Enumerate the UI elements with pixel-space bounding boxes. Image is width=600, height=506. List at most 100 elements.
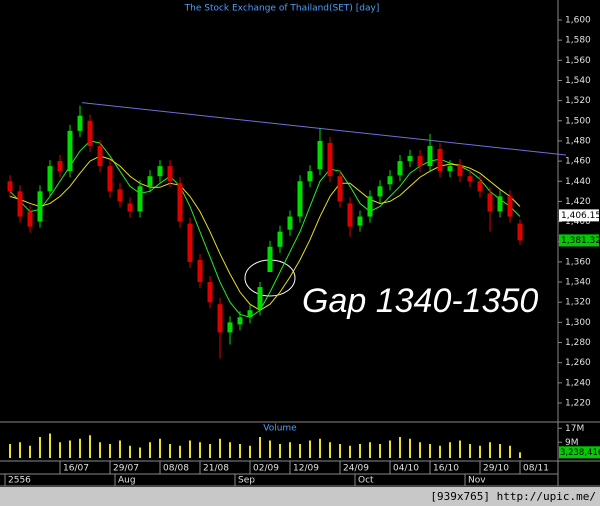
y-tick-label: 1,320 — [565, 298, 591, 308]
candle-body — [127, 203, 133, 212]
candle-body — [397, 161, 403, 176]
moving-average-line — [9, 140, 521, 318]
y-tick-label: 1,400 — [565, 217, 591, 227]
footer-bar — [0, 487, 600, 506]
candle-body — [227, 322, 233, 333]
volume-tick-label: 17M — [565, 424, 584, 434]
candle-body — [417, 156, 423, 167]
price-marker — [559, 234, 599, 247]
candle-body — [357, 216, 363, 226]
volume-bar — [379, 444, 381, 458]
volume-bar — [149, 442, 151, 458]
candle-body — [237, 317, 243, 325]
candle-body — [277, 231, 283, 247]
volume-bar — [439, 445, 441, 458]
candle-body — [137, 186, 143, 212]
x-tick-label: 29/10 — [483, 464, 509, 474]
y-tick-label: 1,280 — [565, 338, 591, 348]
y-tick-label: 1,540 — [565, 76, 591, 86]
candle-body — [517, 223, 523, 241]
candle-body — [257, 287, 263, 310]
volume-bar — [479, 445, 481, 458]
volume-title: Volume — [263, 424, 297, 434]
volume-bar — [89, 435, 91, 458]
candle-body — [367, 196, 373, 217]
volume-bar — [359, 444, 361, 458]
candle-body — [67, 130, 73, 172]
volume-bar — [209, 444, 211, 458]
volume-bar — [179, 445, 181, 458]
volume-bar — [449, 442, 451, 458]
volume-bar — [59, 442, 61, 458]
chart-title: The Stock Exchange of Thailand(SET) [day… — [184, 4, 380, 14]
candle-body — [17, 191, 23, 217]
candle-body — [97, 145, 103, 167]
y-tick-label: 1,560 — [565, 56, 591, 66]
price-marker-label: 1,381.32 — [561, 236, 600, 246]
candle-body — [317, 140, 323, 170]
x-tick-label: 02/09 — [253, 464, 279, 474]
footer: [939x765] http://upic.me/ — [430, 490, 596, 503]
y-tick-label: 1,340 — [565, 278, 591, 288]
y-tick-label: 1,360 — [565, 257, 591, 267]
volume-bar — [289, 442, 291, 458]
volume-bar — [519, 452, 521, 458]
candle-body — [157, 166, 163, 177]
candle-body — [167, 166, 173, 182]
volume-bar — [369, 442, 371, 458]
volume-bar — [39, 437, 41, 458]
candle-body — [377, 186, 383, 197]
candle-body — [177, 183, 183, 222]
volume-bar — [299, 444, 301, 458]
candle-body — [27, 211, 33, 227]
x-tick-label: 16/07 — [63, 464, 89, 474]
candle-body — [507, 196, 513, 217]
candle-body — [467, 176, 473, 182]
candle-body — [287, 216, 293, 230]
period-label: Oct — [358, 476, 374, 486]
candle-body — [77, 115, 83, 131]
x-tick-label: 24/09 — [343, 464, 369, 474]
candle-body — [297, 181, 303, 217]
candle-body — [407, 156, 413, 162]
price-marker-label: 1,406.15 — [561, 211, 600, 221]
volume-bar — [489, 442, 491, 458]
y-tick-label: 1,420 — [565, 197, 591, 207]
volume-bar — [279, 444, 281, 458]
volume-bar — [319, 438, 321, 458]
y-tick-label: 1,460 — [565, 157, 591, 167]
candle-body — [37, 191, 43, 222]
volume-marker-label: 3,238,416 — [560, 448, 600, 458]
period-label: Aug — [118, 476, 136, 486]
candle-body — [497, 196, 503, 212]
x-tick-label: 08/11 — [523, 464, 549, 474]
candle-body — [327, 142, 333, 177]
volume-bar — [239, 444, 241, 458]
candle-body — [387, 176, 393, 185]
candle-body — [487, 193, 493, 212]
candle-body — [457, 165, 463, 177]
x-tick-label: 04/10 — [393, 464, 419, 474]
volume-bar — [229, 442, 231, 458]
candle-body — [7, 181, 13, 192]
x-tick-label: 08/08 — [163, 464, 189, 474]
volume-bar — [329, 442, 331, 458]
volume-bar — [109, 444, 111, 458]
volume-marker — [559, 446, 600, 459]
volume-bar — [159, 438, 161, 458]
candle-body — [87, 120, 93, 146]
volume-bar — [429, 444, 431, 458]
volume-bar — [189, 440, 191, 458]
x-tick-label: 16/10 — [433, 464, 459, 474]
volume-bar — [419, 442, 421, 458]
candle-body — [307, 171, 313, 182]
volume-bar — [269, 440, 271, 458]
volume-bar — [339, 444, 341, 458]
volume-bar — [129, 445, 131, 458]
volume-bar — [469, 444, 471, 458]
price-marker — [559, 209, 599, 222]
candle-body — [247, 310, 253, 318]
annotation: Gap 1340-1350 — [302, 282, 538, 320]
volume-bar — [139, 447, 141, 458]
